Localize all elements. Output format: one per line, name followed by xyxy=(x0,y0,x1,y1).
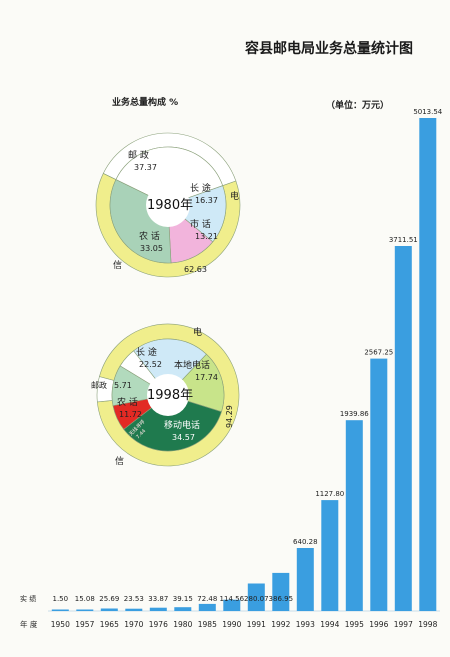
bar-1998 xyxy=(419,118,437,611)
bar-value-label-1976: 33.87 xyxy=(148,595,168,603)
pie-1998-rural-name: 农 话 xyxy=(117,396,138,408)
pie-1980-year-label: 1980年 xyxy=(147,198,193,213)
bar-1991 xyxy=(247,583,265,611)
pie-1980-telecom-ring-char-2: 信 xyxy=(113,259,122,271)
year-label-1992: 1992 xyxy=(271,620,290,629)
year-label-1993: 1993 xyxy=(296,620,315,629)
year-row-label: 年 度 xyxy=(20,619,38,629)
year-label-1997: 1997 xyxy=(394,620,413,629)
year-label-1991: 1991 xyxy=(247,620,266,629)
pie-1980-center xyxy=(146,183,190,227)
pie-1980-city-value: 13.21 xyxy=(195,232,218,241)
pie-1998-postal-value: 5.71 xyxy=(114,381,132,390)
year-label-1950: 1950 xyxy=(51,620,70,629)
pie-1998-postal-name: 邮政 xyxy=(91,380,107,390)
pie-1980-postal-name: 邮 政 xyxy=(128,149,149,161)
year-label-1965: 1965 xyxy=(100,620,119,629)
bar-1996 xyxy=(370,358,388,611)
composition-label: 业务总量构成 % xyxy=(112,96,178,108)
bar-value-label-1970: 23.53 xyxy=(124,595,144,603)
year-label-1995: 1995 xyxy=(345,620,364,629)
pie-1998: 1998年 长 途 22.52 本地电话 17.74 移动电话 34.57 农 … xyxy=(91,323,240,467)
bar-1985 xyxy=(198,603,216,611)
pie-1998-telecom-ring-char-1: 电 xyxy=(193,326,202,338)
bar-value-label-1996: 2567.25 xyxy=(364,349,393,357)
bar-value-label-1990: 114.56 xyxy=(220,595,245,603)
bar-1992 xyxy=(272,572,290,611)
bar-value-label-1992: 386.95 xyxy=(269,595,294,603)
pie-1980-city-name: 市 话 xyxy=(190,218,211,230)
bar-1994 xyxy=(321,500,339,611)
bar-1995 xyxy=(345,420,363,611)
bar-1950 xyxy=(51,609,69,611)
pie-1998-longdist-value: 22.52 xyxy=(139,360,162,369)
unit-label: （单位：万元） xyxy=(326,99,389,111)
value-row-label: 实 绩 xyxy=(20,594,36,603)
pie-1980-postal-value: 37.37 xyxy=(134,163,157,172)
bar-value-label-1980: 39.15 xyxy=(173,595,193,603)
pie-1998-rural-value: 11.72 xyxy=(119,410,142,419)
pie-1980: 1980年 邮 政 37.37 长 途 16.37 市 话 13.21 农 话 … xyxy=(95,132,241,278)
bar-value-label-1993: 640.28 xyxy=(293,538,318,546)
bar-1990 xyxy=(223,599,241,611)
year-label-1970: 1970 xyxy=(124,620,143,629)
bar-1993 xyxy=(296,548,314,611)
pie-1980-longdist-value: 16.37 xyxy=(195,196,218,205)
pie-1998-mobile-value: 34.57 xyxy=(172,433,195,442)
bar-value-label-1991: 280.07 xyxy=(244,595,269,603)
chart-title: 容县邮电局业务总量统计图 xyxy=(244,40,413,57)
pie-1980-telecom-ring-char-1: 电 xyxy=(230,190,239,202)
year-label-1996: 1996 xyxy=(369,620,388,629)
bar-1980 xyxy=(174,607,192,611)
pie-1998-local-value: 17.74 xyxy=(195,373,218,382)
year-label-1957: 1957 xyxy=(75,620,94,629)
pie-1980-longdist-name: 长 途 xyxy=(190,182,211,194)
pie-1980-rural-name: 农 话 xyxy=(139,230,160,242)
pie-1998-local-name: 本地电话 xyxy=(174,359,210,371)
bar-series: 1.50 1950 15.08 1957 25.69 1965 23.53 1970 33.87… xyxy=(51,108,443,629)
pie-1980-inner-slice-0 xyxy=(115,146,224,206)
bar-value-label-1998: 5013.54 xyxy=(413,108,442,116)
bar-1965 xyxy=(100,608,118,611)
bar-value-label-1950: 1.50 xyxy=(53,595,69,603)
pie-1998-longdist-name: 长 途 xyxy=(136,346,157,358)
pie-1998-center xyxy=(147,374,189,416)
pie-1998-telecom-ring-char-2: 信 xyxy=(115,455,124,467)
year-label-1998: 1998 xyxy=(418,620,437,629)
pie-1998-telecom-value: 94.29 xyxy=(225,405,234,428)
year-label-1994: 1994 xyxy=(320,620,339,629)
pie-1980-rural-value: 33.05 xyxy=(140,244,163,253)
pie-1998-mobile-name: 移动电话 xyxy=(164,419,200,431)
bar-value-label-1957: 15.08 xyxy=(75,595,95,603)
year-label-1985: 1985 xyxy=(198,620,217,629)
bar-value-label-1985: 72.48 xyxy=(197,595,217,603)
bar-value-label-1994: 1127.80 xyxy=(315,490,344,498)
year-label-1980: 1980 xyxy=(173,620,192,629)
bar-1997 xyxy=(394,246,412,611)
bar-value-label-1965: 25.69 xyxy=(99,595,119,603)
year-label-1976: 1976 xyxy=(149,620,168,629)
bar-1970 xyxy=(125,608,143,611)
bar-1976 xyxy=(149,607,167,611)
pie-1980-telecom-value: 62.63 xyxy=(184,265,207,274)
bar-value-label-1997: 3711.51 xyxy=(389,236,418,244)
pie-1998-year-label: 1998年 xyxy=(147,388,193,403)
year-label-1990: 1990 xyxy=(222,620,241,629)
bar-1957 xyxy=(76,609,94,611)
bar-value-label-1995: 1939.86 xyxy=(340,410,369,418)
pie-1998-inner-slice-2 xyxy=(123,394,222,452)
